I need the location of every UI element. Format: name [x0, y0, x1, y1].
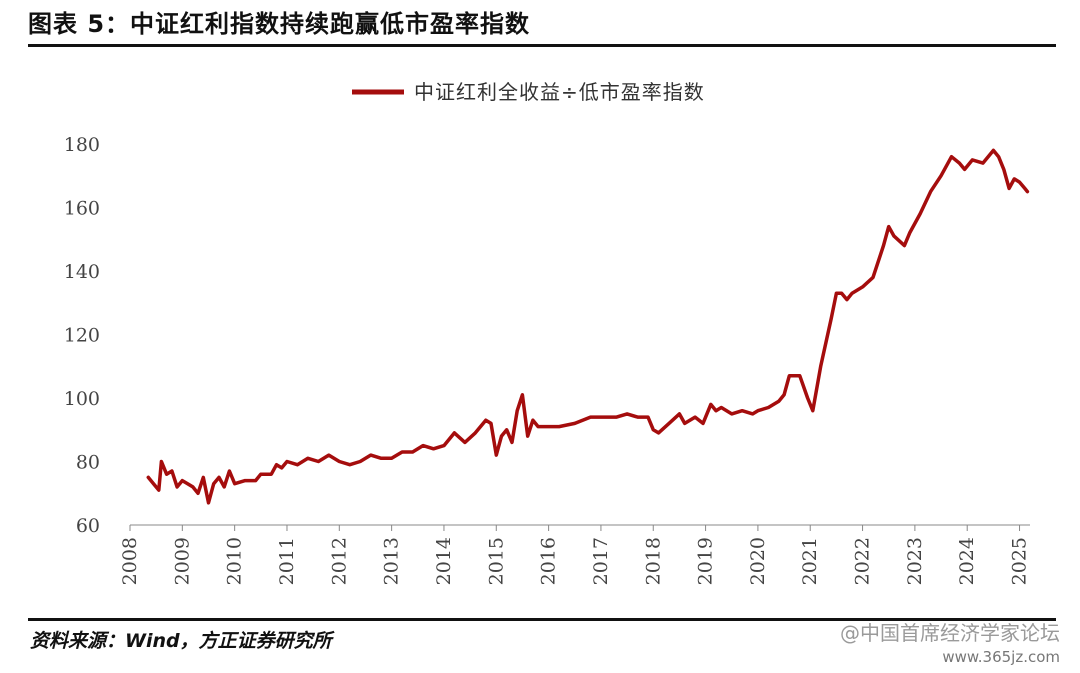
y-tick-label: 180 [64, 134, 100, 156]
bottom-rule [28, 618, 1056, 621]
x-tick-label: 2015 [485, 537, 507, 585]
source-note: 资料来源：Wind，方正证券研究所 [30, 630, 332, 652]
watermark: @中国首席经济学家论坛 www.365jz.com [840, 618, 1060, 666]
y-tick-label: 140 [64, 261, 100, 283]
y-tick-label: 60 [76, 515, 100, 537]
legend: 中证红利全收益÷低市盈率指数 [352, 80, 705, 104]
watermark-text: @中国首席经济学家论坛 [840, 621, 1060, 645]
legend-label: 中证红利全收益÷低市盈率指数 [414, 80, 705, 104]
series-line-dividend-vs-low-pe [146, 148, 1030, 505]
y-tick-label: 80 [76, 452, 100, 474]
x-tick-label: 2010 [224, 537, 246, 585]
top-rule [28, 44, 1056, 47]
y-tick-label: 120 [64, 325, 100, 347]
y-axis: 60 80 100 120 140 160 180 [64, 134, 100, 537]
x-tick-label: 2011 [276, 537, 298, 585]
watermark-url: www.365jz.com [942, 648, 1060, 666]
x-tick-label: 2008 [119, 537, 141, 585]
x-tick-label: 2016 [538, 537, 560, 585]
figure-title: 图表 5：中证红利指数持续跑赢低市盈率指数 [28, 10, 531, 38]
x-tick-label: 2025 [1009, 537, 1031, 585]
x-tick-label: 2024 [956, 537, 978, 585]
plot-area [146, 148, 1030, 505]
x-tick-label: 2014 [433, 537, 455, 585]
x-tick-label: 2009 [171, 537, 193, 585]
x-tick-label: 2013 [381, 537, 403, 585]
x-tick-label: 2020 [747, 537, 769, 585]
x-tick-label: 2012 [328, 537, 350, 585]
x-tick-label: 2019 [695, 537, 717, 585]
y-tick-label: 160 [64, 198, 100, 220]
y-tick-label: 100 [64, 388, 100, 410]
x-tick-label: 2022 [852, 537, 874, 585]
x-tick-label: 2023 [904, 537, 926, 585]
x-tick-label: 2017 [590, 537, 612, 585]
x-axis: 2008 2009 2010 2011 2012 2013 2014 2015 2016 2017… [119, 524, 1031, 585]
x-tick-label: 2021 [799, 537, 821, 585]
x-tick-label: 2018 [642, 537, 664, 585]
